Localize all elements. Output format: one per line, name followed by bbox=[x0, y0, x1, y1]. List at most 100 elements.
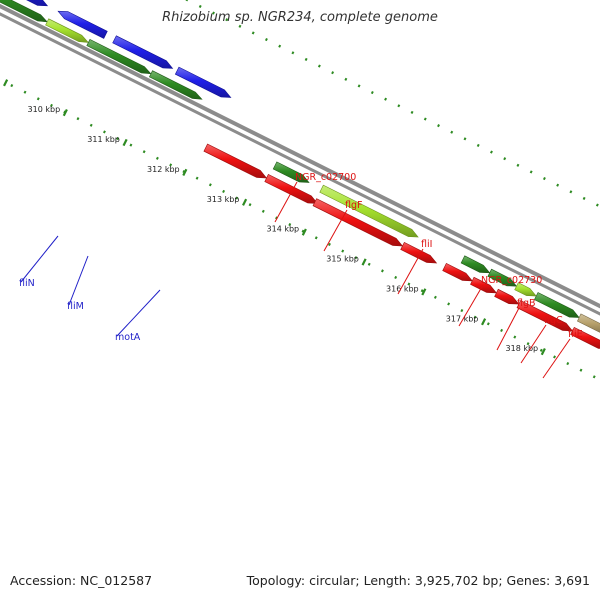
ruler-tick bbox=[579, 368, 583, 372]
ruler-tick bbox=[463, 137, 467, 141]
ruler-tick bbox=[476, 143, 480, 148]
ruler-tick-label: 316 kbp bbox=[386, 284, 419, 293]
ruler-tick bbox=[407, 282, 411, 286]
gene-arrow-lime bbox=[45, 18, 90, 43]
gene-label-ngr-c02730: NGR_c02730 bbox=[481, 275, 542, 286]
ruler-tick-label: 313 kbp bbox=[207, 195, 240, 204]
ruler-tick bbox=[278, 44, 282, 48]
ruler-tick bbox=[317, 64, 321, 68]
ruler-tick-label: 314 kbp bbox=[267, 225, 300, 234]
gene-arrow-red bbox=[516, 300, 574, 332]
ruler-tick bbox=[592, 375, 596, 379]
gene-label-leader bbox=[458, 284, 484, 327]
gene-label-flin: fliN bbox=[19, 278, 35, 289]
ruler-tick bbox=[50, 103, 53, 107]
gene-arrow-flii bbox=[319, 184, 419, 238]
ruler-tick bbox=[248, 203, 252, 207]
gene-label-flim: fliM bbox=[67, 301, 84, 312]
accession-text: Accession: NC_012587 bbox=[10, 573, 153, 588]
gene-label-flgc: flgC bbox=[544, 315, 563, 326]
gene-arrow-green bbox=[86, 38, 152, 75]
ruler-tick bbox=[367, 262, 371, 266]
backbone-line bbox=[0, 12, 600, 316]
gene-arrow-flie bbox=[514, 282, 537, 297]
ruler-tick bbox=[569, 190, 573, 194]
ruler-major-tick bbox=[122, 138, 128, 147]
ruler-tick bbox=[195, 176, 199, 180]
ruler-tick bbox=[182, 170, 186, 174]
gene-arrow-flin bbox=[26, 0, 49, 7]
gene-label-leader bbox=[397, 248, 424, 295]
ruler-tick bbox=[155, 156, 159, 160]
map-title: Rhizobium sp. NGR234, complete genome bbox=[162, 10, 438, 25]
gene-label-flgb: flgB bbox=[517, 298, 536, 309]
ruler-major-tick bbox=[3, 79, 9, 87]
ruler-tick bbox=[460, 309, 464, 313]
ruler-tick bbox=[76, 117, 80, 121]
topology-text: Topology: circular; Length: 3,925,702 bp… bbox=[246, 573, 590, 588]
ruler-tick bbox=[116, 136, 120, 141]
ruler-tick bbox=[503, 157, 507, 161]
gene-arrow-ngr_c02700 bbox=[203, 143, 268, 179]
ruler-tick bbox=[437, 124, 440, 128]
ruler-tick bbox=[261, 209, 265, 213]
ruler-tick bbox=[314, 236, 318, 240]
ruler-tick bbox=[553, 355, 556, 359]
ruler-tick bbox=[102, 130, 106, 134]
gene-arrow-flgf bbox=[272, 161, 310, 183]
ruler-tick bbox=[433, 295, 437, 299]
ruler-tick bbox=[595, 203, 599, 207]
gene-label-flgf: flgF bbox=[345, 200, 362, 211]
ruler-tick bbox=[301, 229, 305, 233]
ruler-tick bbox=[264, 38, 268, 42]
gene-arrow-tan bbox=[577, 313, 600, 333]
gene-arrow-mota bbox=[112, 35, 174, 69]
gene-arrow-red bbox=[442, 262, 473, 282]
ruler-major-tick bbox=[62, 108, 68, 117]
ruler-tick bbox=[23, 90, 27, 94]
ruler-major-tick bbox=[421, 288, 427, 296]
ruler-major-tick bbox=[481, 318, 487, 326]
ruler-tick bbox=[238, 24, 242, 28]
ruler-tick bbox=[10, 83, 14, 88]
ruler-tick bbox=[169, 163, 173, 167]
gene-arrow-red bbox=[494, 288, 520, 305]
ruler-tick bbox=[397, 104, 401, 108]
ruler-tick bbox=[331, 71, 335, 75]
ruler-tick bbox=[486, 322, 490, 326]
ruler-tick bbox=[357, 84, 361, 88]
ruler-tick bbox=[566, 361, 570, 366]
ruler-tick bbox=[539, 348, 543, 352]
gene-arrow-red bbox=[470, 276, 498, 294]
ruler-tick bbox=[142, 150, 146, 154]
gene-label-leader bbox=[20, 235, 59, 283]
gene-arrow-flgc bbox=[487, 268, 518, 287]
ruler-tick bbox=[225, 18, 229, 22]
ruler-tick bbox=[370, 90, 374, 95]
ruler-major-tick bbox=[301, 228, 307, 236]
gene-arrow-flim bbox=[57, 10, 108, 39]
ruler-tick bbox=[304, 57, 308, 61]
ruler-tick bbox=[420, 289, 424, 293]
ruler-tick-label: 311 kbp bbox=[87, 135, 120, 144]
ruler-tick bbox=[328, 242, 331, 246]
ruler-tick-label: 312 kbp bbox=[147, 165, 180, 174]
ruler-tick bbox=[212, 11, 215, 15]
gene-label-leader bbox=[520, 324, 547, 364]
ruler-tick bbox=[384, 97, 388, 101]
ruler-major-tick bbox=[242, 198, 248, 206]
gene-label-mota: motA bbox=[115, 332, 141, 343]
ruler-tick bbox=[513, 335, 517, 339]
ruler-tick bbox=[275, 216, 278, 220]
gene-label-leader bbox=[542, 338, 571, 379]
ruler-tick bbox=[344, 77, 348, 81]
gene-arrow-red bbox=[312, 198, 404, 247]
ruler-tick bbox=[556, 183, 560, 187]
gene-label-flie: fliE bbox=[568, 329, 583, 340]
ruler-major-tick bbox=[182, 168, 188, 176]
ruler-tick bbox=[380, 269, 384, 273]
gene-label-flii: fliI bbox=[421, 239, 432, 250]
ruler-tick bbox=[291, 51, 295, 55]
ruler-tick bbox=[582, 196, 586, 200]
